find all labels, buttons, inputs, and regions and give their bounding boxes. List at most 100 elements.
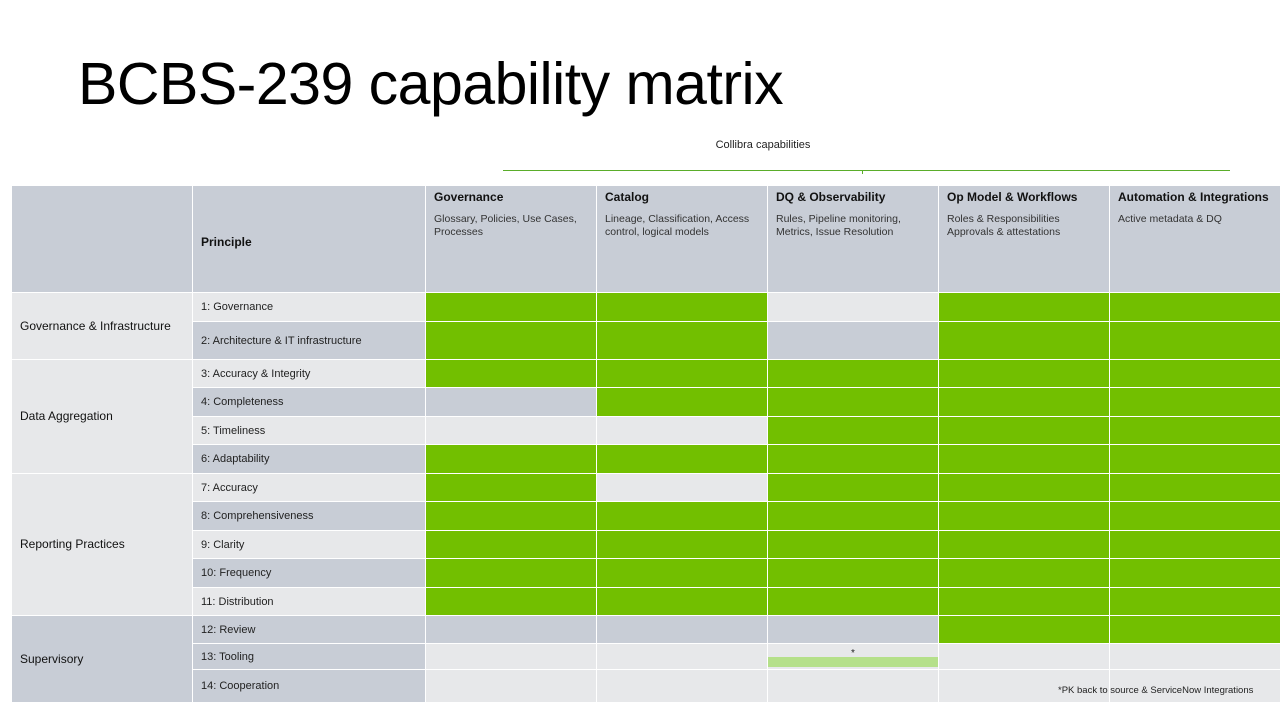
column-name: Catalog xyxy=(605,190,650,204)
matrix-cell xyxy=(938,444,1110,474)
capabilities-label: Collibra capabilities xyxy=(715,139,811,151)
column-header-automation: Automation & Integrations Active metadat… xyxy=(1109,185,1280,293)
column-name: DQ & Observability xyxy=(776,190,886,204)
matrix-cell xyxy=(938,416,1110,445)
matrix-cell xyxy=(767,530,939,559)
table-row: Reporting Practices 7: Accuracy xyxy=(11,473,1280,616)
table-row: 10: Frequency xyxy=(12,558,1280,588)
table-row: 4: Completeness xyxy=(12,387,1280,417)
matrix-cell xyxy=(1109,558,1280,588)
slide-title: BCBS-239 capability matrix xyxy=(78,51,784,117)
matrix-cell xyxy=(596,501,768,531)
matrix-cell xyxy=(596,530,768,559)
matrix-cell xyxy=(938,615,1110,644)
matrix-cell xyxy=(596,587,768,616)
matrix-cell xyxy=(596,615,768,644)
table-row: Supervisory 12: Review xyxy=(11,615,1280,703)
matrix-cell xyxy=(425,473,597,502)
capabilities-bracket-line xyxy=(503,170,1230,171)
column-description: Lineage, Classification, Access control,… xyxy=(605,213,750,238)
capabilities-bracket-tick xyxy=(862,170,863,174)
matrix-cell xyxy=(1109,501,1280,531)
matrix-cell xyxy=(938,321,1110,360)
principle-label: 9: Clarity xyxy=(192,530,426,559)
table-row: Data Aggregation 3: Accuracy & Integrity xyxy=(11,359,1280,474)
matrix-cell xyxy=(767,501,939,531)
group-governance-infrastructure: Governance & Infrastructure xyxy=(11,292,193,360)
column-header-op-model: Op Model & Workflows Roles & Responsibil… xyxy=(938,185,1110,293)
matrix-cell xyxy=(425,615,597,644)
matrix-cell xyxy=(425,530,597,559)
matrix-cell xyxy=(1109,416,1280,445)
principle-label: 10: Frequency xyxy=(192,558,426,588)
table-row: Governance & Infrastructure 1: Governanc… xyxy=(11,292,1280,360)
principle-label: 8: Comprehensiveness xyxy=(192,501,426,531)
principle-label: 14: Cooperation xyxy=(192,669,426,703)
matrix-cell xyxy=(767,359,939,388)
footnote: *PK back to source & ServiceNow Integrat… xyxy=(1058,685,1254,696)
matrix-cell xyxy=(767,321,939,360)
matrix-cell xyxy=(938,387,1110,417)
matrix-cell xyxy=(767,615,939,644)
matrix-cell xyxy=(1109,643,1280,670)
matrix-cell xyxy=(938,530,1110,559)
table-row: 2: Architecture & IT infrastructure xyxy=(12,321,1280,360)
column-description: Roles & Responsibilities Approvals & att… xyxy=(947,213,1061,238)
principle-label: 13: Tooling xyxy=(192,643,426,670)
principle-label: 4: Completeness xyxy=(192,387,426,417)
matrix-cell xyxy=(596,669,768,703)
principle-label: 2: Architecture & IT infrastructure xyxy=(192,321,426,360)
matrix-cell xyxy=(425,416,597,445)
matrix-cell xyxy=(938,473,1110,502)
table-row: 5: Timeliness xyxy=(12,416,1280,445)
principle-label: 3: Accuracy & Integrity xyxy=(192,359,426,388)
table-row: 14: Cooperation xyxy=(12,669,1280,703)
matrix-cell xyxy=(596,558,768,588)
matrix-cell xyxy=(596,643,768,670)
matrix-cell xyxy=(1109,530,1280,559)
group-reporting-practices: Reporting Practices xyxy=(11,473,193,616)
matrix-cell xyxy=(767,558,939,588)
column-description: Rules, Pipeline monitoring, Metrics, Iss… xyxy=(776,213,901,238)
column-name: Op Model & Workflows xyxy=(947,190,1078,204)
matrix-cell xyxy=(596,473,768,502)
matrix-cell xyxy=(425,359,597,388)
matrix-cell xyxy=(425,292,597,322)
principle-label: 6: Adaptability xyxy=(192,444,426,474)
matrix-cell xyxy=(938,558,1110,588)
column-name: Automation & Integrations xyxy=(1118,190,1269,204)
matrix-cell xyxy=(767,416,939,445)
matrix-cell xyxy=(425,321,597,360)
partial-coverage-mark: * xyxy=(851,648,855,659)
matrix-cell xyxy=(938,292,1110,322)
matrix-cell xyxy=(767,292,939,322)
matrix-cell xyxy=(596,444,768,474)
principle-label: 5: Timeliness xyxy=(192,416,426,445)
matrix-cell xyxy=(1109,321,1280,360)
matrix-cell xyxy=(938,359,1110,388)
matrix-cell xyxy=(1109,444,1280,474)
matrix-cell xyxy=(596,292,768,322)
table-row: 8: Comprehensiveness xyxy=(12,501,1280,531)
matrix-cell xyxy=(1109,359,1280,388)
matrix-cell xyxy=(767,587,939,616)
matrix-cell xyxy=(767,669,939,703)
matrix-cell xyxy=(596,387,768,417)
matrix-cell xyxy=(425,444,597,474)
matrix-cell xyxy=(1109,587,1280,616)
principle-header: Principle xyxy=(192,185,426,293)
principle-label: 1: Governance xyxy=(192,292,426,322)
matrix-cell xyxy=(938,643,1110,670)
column-header-catalog: Catalog Lineage, Classification, Access … xyxy=(596,185,768,293)
column-description: Glossary, Policies, Use Cases, Processes xyxy=(434,213,577,238)
matrix-cell xyxy=(425,587,597,616)
matrix-cell xyxy=(596,359,768,388)
matrix-cell xyxy=(767,387,939,417)
table-row: 9: Clarity xyxy=(12,530,1280,559)
matrix-cell xyxy=(767,444,939,474)
matrix-cell xyxy=(425,669,597,703)
group-supervisory: Supervisory xyxy=(11,615,193,703)
group-data-aggregation: Data Aggregation xyxy=(11,359,193,474)
matrix-cell xyxy=(1109,473,1280,502)
principle-label: 11: Distribution xyxy=(192,587,426,616)
